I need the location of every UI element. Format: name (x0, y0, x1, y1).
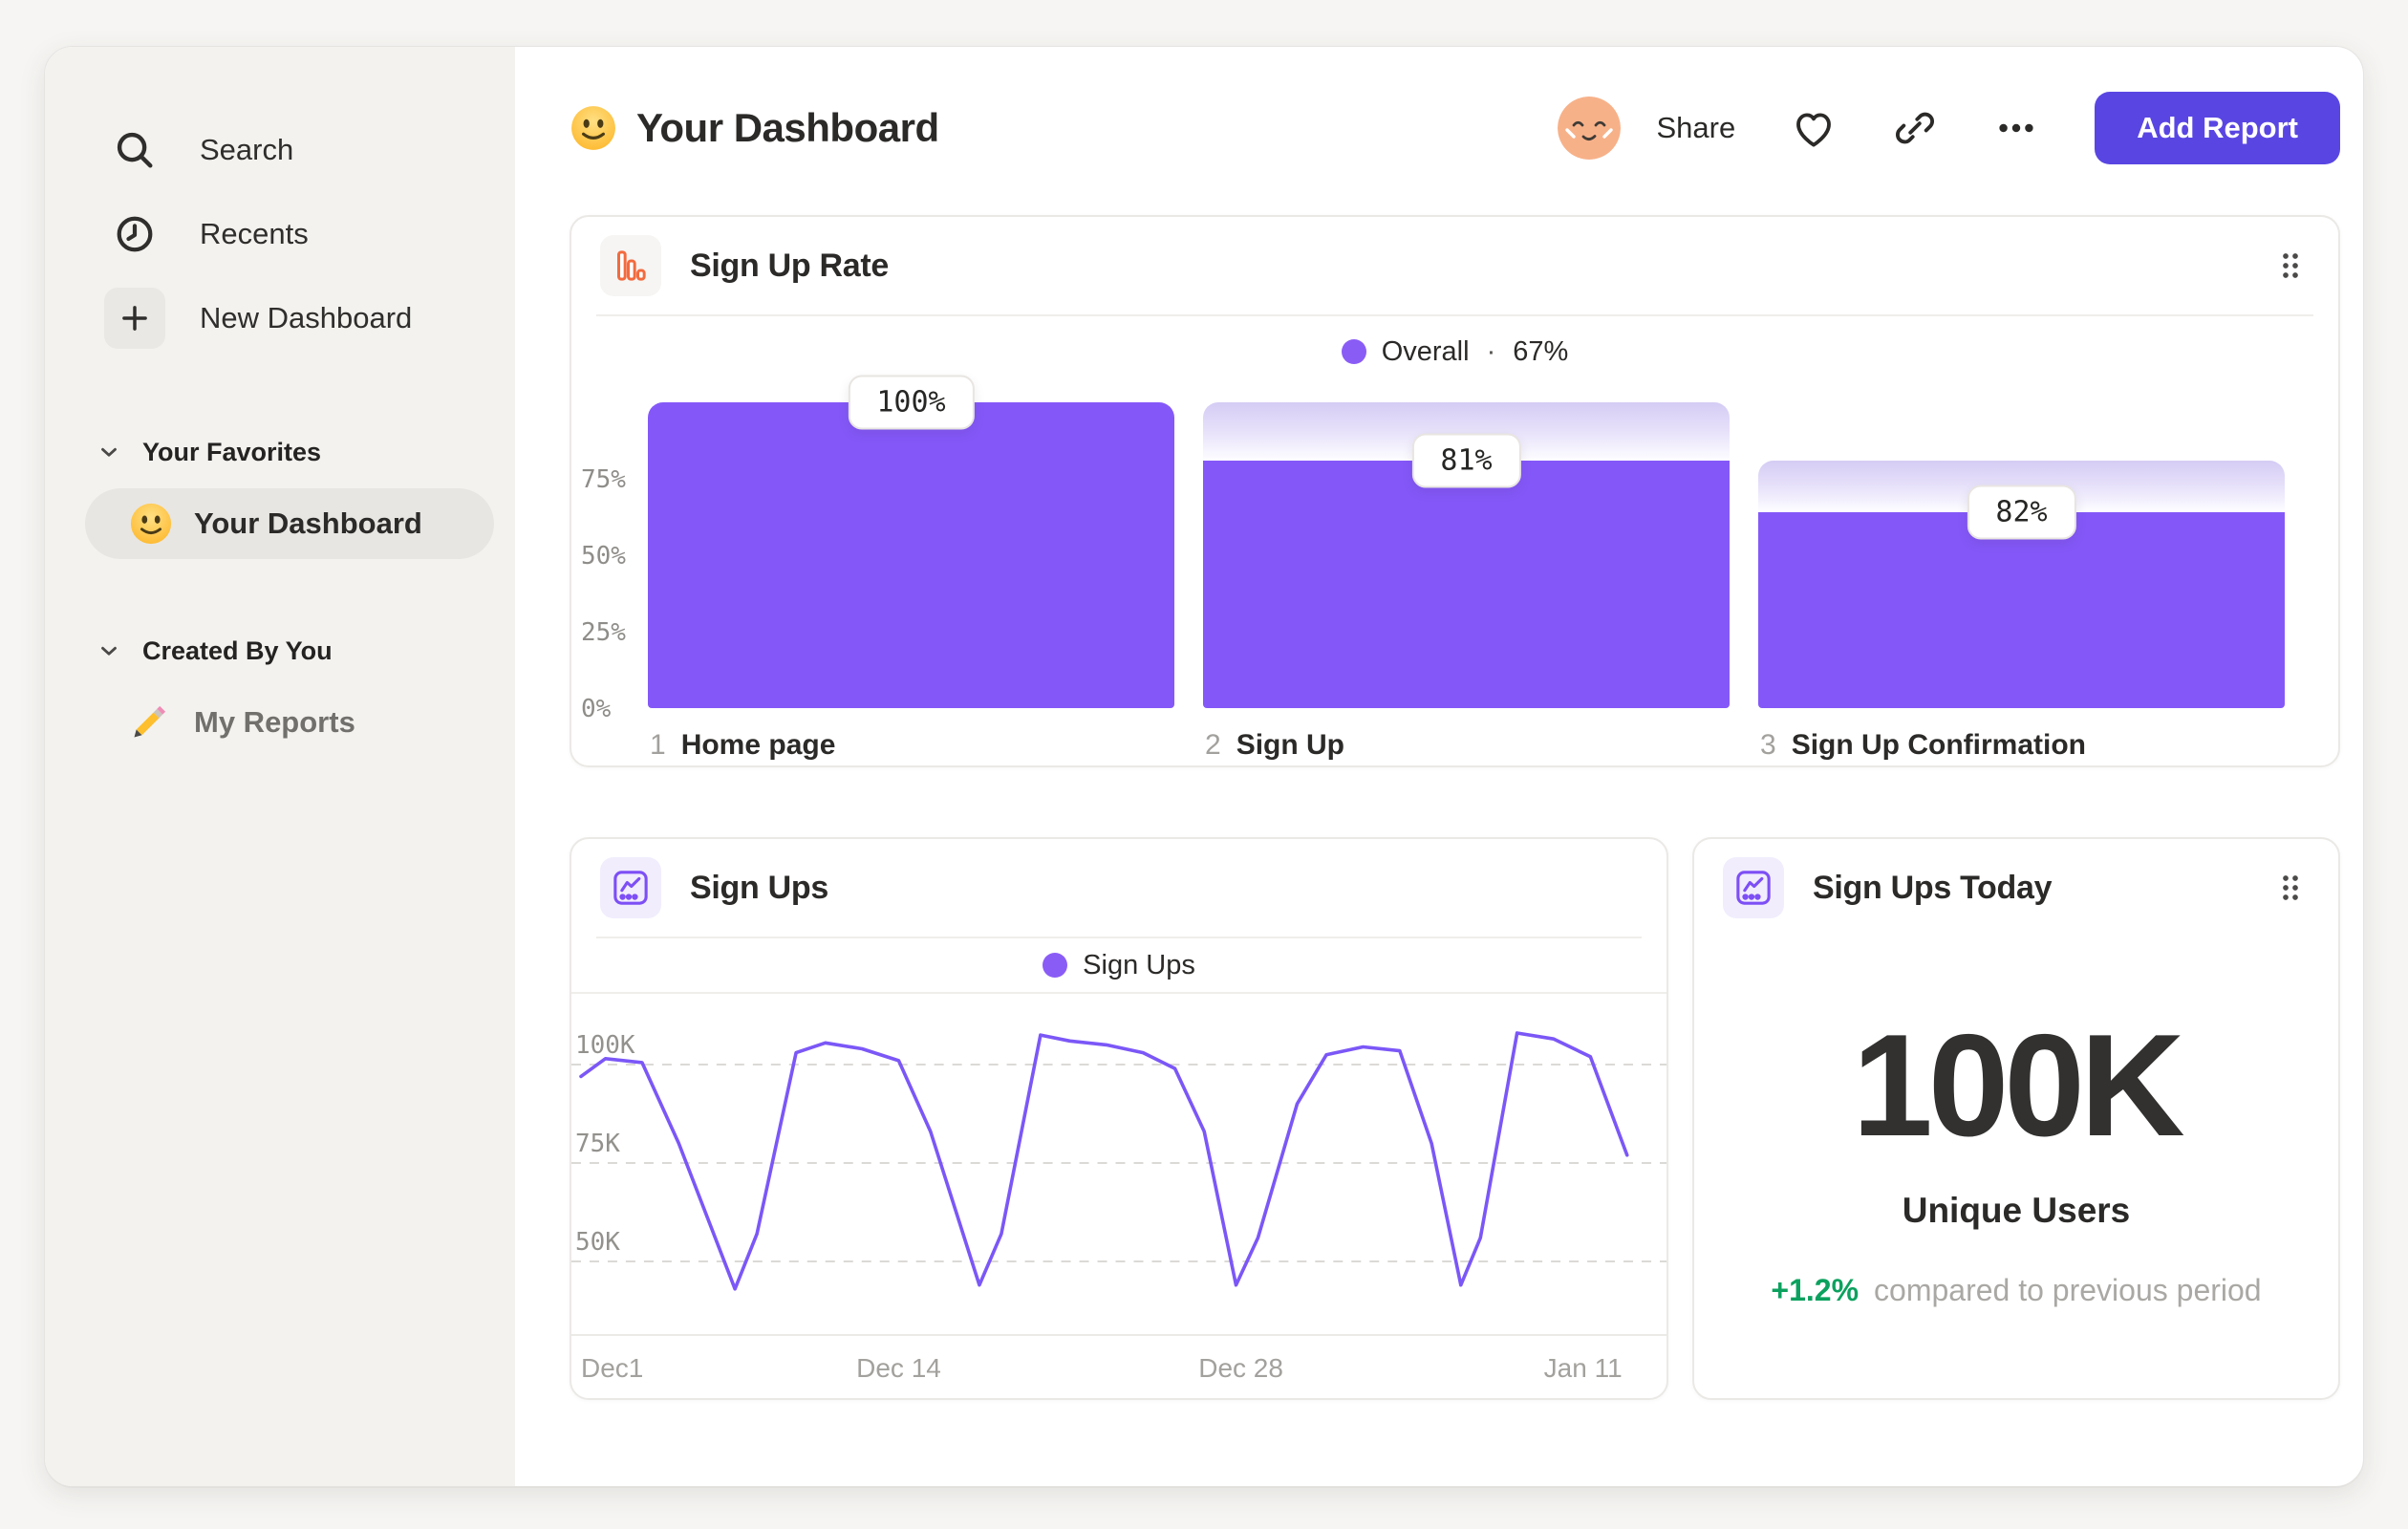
svg-text:50K: 50K (575, 1228, 620, 1257)
sidebar-item-label: Recents (200, 217, 309, 250)
link-icon (1896, 112, 1935, 144)
sidebar-item-label: Search (200, 133, 294, 166)
sidebar-item-new-dashboard[interactable]: New Dashboard (45, 276, 515, 360)
heart-icon (1796, 113, 1832, 147)
metric-value: 100K (1852, 1004, 2184, 1167)
svg-text:100K: 100K (575, 1031, 635, 1060)
section-label: Your Favorites (142, 437, 322, 466)
y-tick-label: 75% (581, 465, 626, 494)
legend-value: 67% (1513, 335, 1569, 367)
x-tick-label: Dec 28 (1198, 1353, 1283, 1383)
drag-handle-icon[interactable] (2271, 869, 2310, 907)
sidebar-item-label: My Reports (194, 705, 355, 739)
funnel-bar[interactable] (1758, 512, 2285, 708)
section-label: Created By You (142, 635, 333, 665)
sidebar-item-label: New Dashboard (200, 301, 413, 334)
smiley-emoji-icon (129, 502, 173, 546)
x-tick-label: Dec1 (580, 1353, 644, 1383)
bar-chart-icon (600, 235, 661, 296)
legend-dot (1043, 953, 1068, 978)
card-title: Sign Ups Today (1813, 869, 2053, 906)
page-header: Your Dashboard Share Add Report (570, 87, 2340, 169)
card-header: Sign Up Rate (571, 217, 2338, 314)
legend-label: Sign Ups (1083, 949, 1195, 980)
legend-separator: · (1486, 335, 1496, 367)
clock-icon (104, 204, 165, 265)
more-options-button[interactable] (1993, 105, 2039, 151)
funnel-category: 3 Sign Up Confirmation (1760, 729, 2086, 761)
page-title-smiley-emoji-icon (570, 104, 617, 152)
funnel-step[interactable]: 100% 1 Home page (648, 375, 1174, 762)
sign-ups-x-axis: Dec1 Dec 14 Dec 28 Jan 11 (571, 1334, 1666, 1401)
y-tick-label: 0% (581, 695, 612, 723)
metric-body: 100K Unique Users +1.2% compared to prev… (1694, 937, 2338, 1398)
funnel-step[interactable]: 82% 3 Sign Up Confirmation (1758, 402, 2285, 762)
chevron-down-icon (97, 638, 121, 663)
sidebar-item-your-dashboard[interactable]: Your Dashboard (85, 488, 494, 559)
funnel-bar[interactable] (1203, 460, 1730, 708)
card-sign-up-rate: Sign Up Rate Overall · 67% 75% 50% 25% 0% 1… (570, 215, 2340, 767)
line-chart-icon (1723, 857, 1784, 918)
section-your-favorites[interactable]: Your Favorites (45, 421, 515, 483)
funnel-bar[interactable] (648, 402, 1174, 708)
sidebar-item-search[interactable]: Search (45, 108, 515, 192)
card-header: Sign Ups (571, 839, 1666, 937)
add-report-button[interactable]: Add Report (2095, 92, 2340, 164)
divider (596, 937, 1642, 938)
funnel-value-chip: 82% (1967, 485, 2076, 540)
funnel-category: 1 Home page (650, 729, 836, 761)
metric-delta-description: compared to previous period (1874, 1273, 2262, 1307)
x-tick-label: Jan 11 (1543, 1353, 1623, 1383)
card-sign-ups-today: Sign Ups Today 100K Unique Users +1.2% c… (1692, 837, 2340, 1400)
sidebar: Search Recents New Dashboard Your Favori… (45, 47, 515, 1486)
x-tick-label: Dec 14 (856, 1353, 941, 1383)
metric-delta: +1.2% (1771, 1273, 1860, 1307)
card-title: Sign Up Rate (690, 247, 889, 284)
sidebar-item-label: Your Dashboard (194, 506, 422, 540)
pencil-emoji-icon (129, 700, 173, 744)
drag-handle-icon[interactable] (2271, 247, 2310, 285)
section-created-by-you[interactable]: Created By You (45, 620, 515, 681)
card-header: Sign Ups Today (1694, 839, 2338, 937)
card-title: Sign Ups (690, 869, 828, 906)
line-chart-icon (600, 857, 661, 918)
funnel-legend[interactable]: Overall · 67% (571, 316, 2338, 387)
sidebar-item-my-reports[interactable]: My Reports (85, 687, 494, 758)
chevron-down-icon (97, 440, 121, 464)
share-button[interactable]: Share (1656, 111, 1736, 144)
metric-label: Unique Users (1902, 1191, 2131, 1230)
favorite-button[interactable] (1791, 105, 1837, 151)
main-content: Your Dashboard Share Add Report (515, 47, 2363, 1486)
divider (596, 314, 2313, 316)
legend-label: Overall (1381, 335, 1470, 367)
funnel-value-chip: 81% (1411, 433, 1521, 488)
funnel-columns: 100% 1 Home page 81% 2 Sign Up 82% 3 Sign Up Con… (648, 375, 2285, 762)
funnel-chart: 75% 50% 25% 0% 100% 1 Home page 81% 2 Sign Up 82%… (571, 375, 2338, 762)
sign-ups-chart-svg: 100K 75K 50K (571, 1031, 1666, 1291)
app-window: Search Recents New Dashboard Your Favori… (44, 46, 2364, 1487)
sign-ups-legend[interactable]: Sign Ups (571, 938, 1666, 994)
search-icon (104, 119, 165, 181)
funnel-value-chip: 100% (848, 375, 975, 430)
sign-ups-chart: 100K 75K 50K Dec1 Dec 14 Dec 28 Jan 11 (571, 994, 1666, 1401)
funnel-y-axis: 75% 50% 25% 0% (581, 402, 648, 723)
svg-text:75K: 75K (575, 1130, 620, 1158)
card-sign-ups: Sign Ups Sign Ups 100K 75K 50K Dec1 Dec 14 D… (570, 837, 1668, 1400)
legend-dot (1341, 339, 1366, 364)
page-title: Your Dashboard (636, 105, 939, 150)
y-tick-label: 50% (581, 542, 626, 571)
sidebar-item-recents[interactable]: Recents (45, 192, 515, 276)
ellipsis-icon (1999, 123, 2033, 133)
funnel-category: 2 Sign Up (1205, 729, 1345, 761)
y-tick-label: 25% (581, 618, 626, 647)
avatar[interactable] (1557, 97, 1621, 160)
copy-link-button[interactable] (1892, 105, 1938, 151)
plus-icon (104, 288, 165, 349)
funnel-step[interactable]: 81% 2 Sign Up (1203, 402, 1730, 762)
